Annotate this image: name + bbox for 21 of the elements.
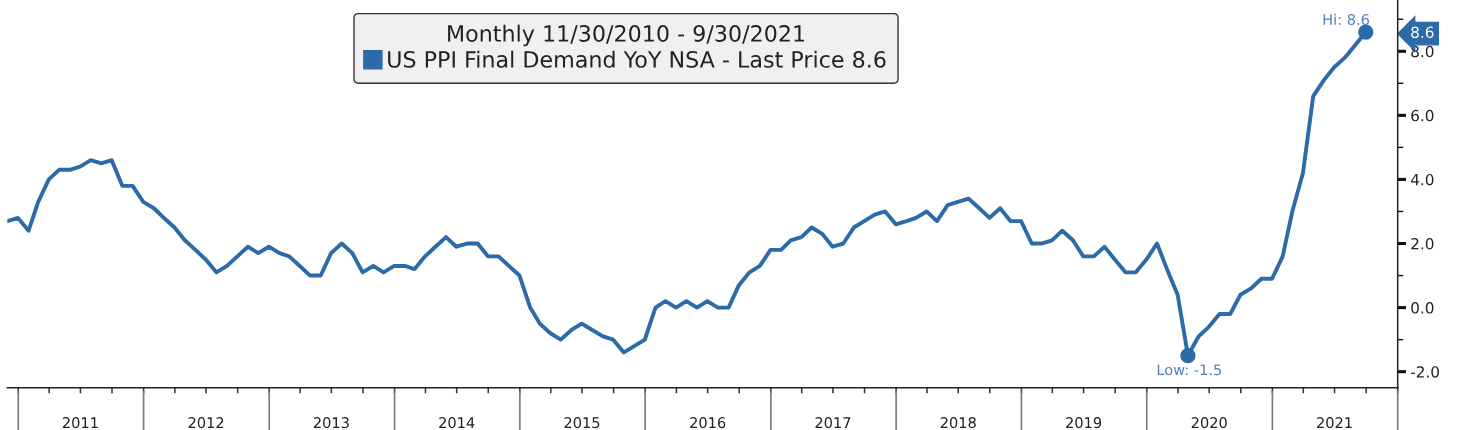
x-tick-label: 2020 xyxy=(1191,417,1227,429)
x-tick-label: 2021 xyxy=(1317,417,1352,429)
x-tick-label: 2015 xyxy=(564,417,600,429)
y-tick-label: -2.0 xyxy=(1410,366,1439,378)
legend-label: US PPI Final Demand YoY NSA - Last Price 8.6 xyxy=(388,50,886,68)
x-tick-label: 2016 xyxy=(690,417,726,429)
x-tick-label: 2018 xyxy=(940,417,976,429)
x-tick-label: 2017 xyxy=(815,417,851,429)
annotation: Low: -1.5 xyxy=(1157,364,1222,376)
x-tick-label: 2011 xyxy=(62,417,98,429)
annotation: Hi: 8.6 xyxy=(1323,13,1370,26)
y-tick-label: 0.0 xyxy=(1411,302,1434,314)
y-tick-label: 4.0 xyxy=(1410,173,1434,186)
x-tick-label: 2012 xyxy=(188,417,224,429)
x-tick-label: 2013 xyxy=(313,417,349,429)
y-tick-label: 6.0 xyxy=(1411,109,1434,122)
legend-title: Monthly 11/30/2010 - 9/30/2021 xyxy=(448,24,805,47)
x-tick-label: 2019 xyxy=(1066,417,1102,429)
x-tick-label: 2014 xyxy=(439,417,475,429)
y-tick-label: 8.6 xyxy=(1411,26,1434,39)
y-tick-label: 2.0 xyxy=(1411,237,1434,250)
